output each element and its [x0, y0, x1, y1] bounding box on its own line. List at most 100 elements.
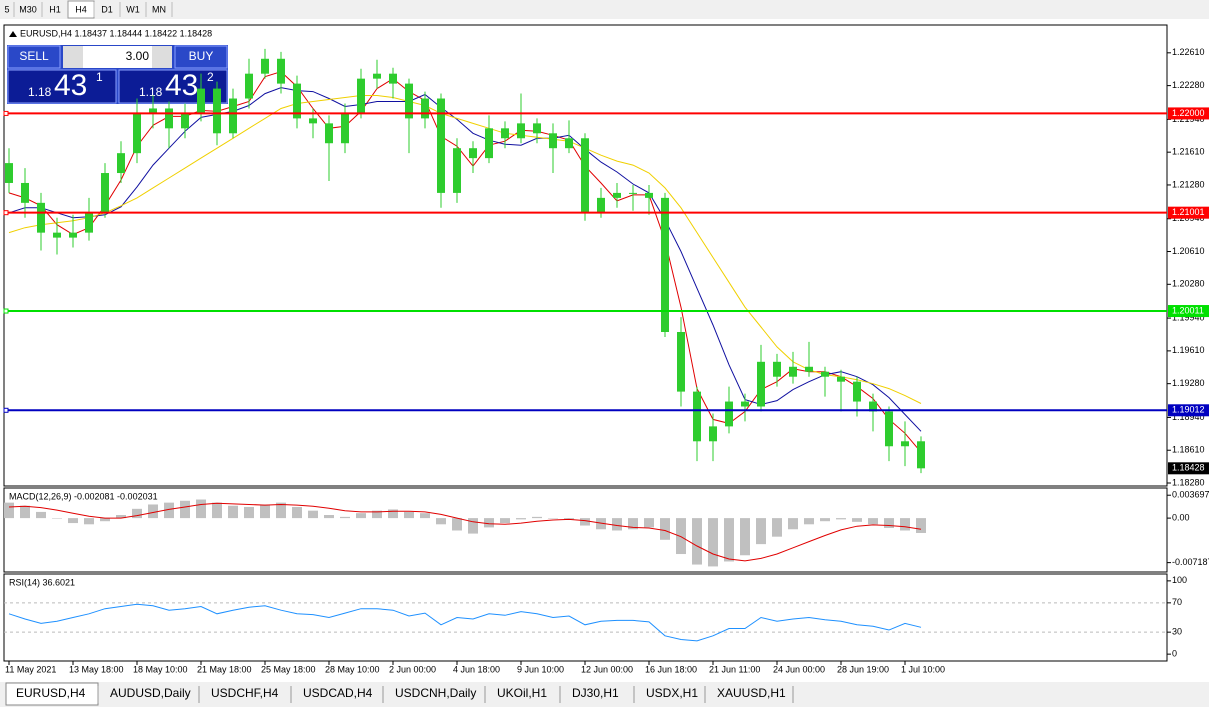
- macd-bar: [132, 508, 142, 519]
- candle-body: [789, 366, 797, 377]
- macd-bar: [500, 518, 510, 524]
- x-tick-label: 1 Jul 10:00: [901, 664, 945, 674]
- candle-body: [661, 197, 669, 332]
- lot-value[interactable]: 3.00: [126, 49, 150, 63]
- macd-bar: [196, 499, 206, 519]
- x-tick-label: 25 May 18:00: [261, 664, 316, 674]
- bid-box[interactable]: [7, 69, 117, 104]
- hline-price-box: [1168, 206, 1209, 219]
- x-tick-label: 11 May 2021: [5, 664, 56, 674]
- x-tick-label: 9 Jun 10:00: [517, 664, 564, 674]
- timeframe-button[interactable]: H1: [49, 4, 61, 14]
- timeframe-button[interactable]: M30: [19, 4, 37, 14]
- symbol-header: EURUSD,H4 1.18437 1.18444 1.18422 1.1842…: [20, 28, 212, 38]
- buy-label[interactable]: BUY: [189, 49, 214, 63]
- candle-body: [69, 232, 77, 238]
- y-tick-label: 1.22610: [1172, 47, 1205, 57]
- macd-bar: [884, 518, 894, 529]
- chart-tab[interactable]: USDCHF,H4: [211, 686, 279, 700]
- candle-body: [565, 138, 573, 149]
- timeframe-button[interactable]: D1: [101, 4, 113, 14]
- bid-point: 1: [96, 70, 103, 84]
- macd-bar: [788, 518, 798, 530]
- candle-body: [325, 123, 333, 144]
- buy-button[interactable]: [174, 45, 228, 69]
- macd-title: MACD(12,26,9) -0.002081 -0.002031: [9, 491, 158, 501]
- tab-bar: [0, 682, 1209, 707]
- candle-body: [277, 58, 285, 84]
- macd-bar: [868, 518, 878, 525]
- macd-bar: [740, 518, 750, 556]
- chart-tab[interactable]: USDX,H1: [646, 686, 698, 700]
- macd-bar: [20, 505, 30, 519]
- macd-bar: [820, 518, 830, 522]
- candle-body: [421, 98, 429, 119]
- macd-pane: [3, 487, 1168, 573]
- candle-body: [597, 197, 605, 213]
- macd-bar: [180, 500, 190, 519]
- macd-bar: [676, 518, 686, 555]
- y-tick-label: 1.19610: [1172, 345, 1205, 355]
- candle-body: [405, 83, 413, 119]
- macd-bar: [596, 518, 606, 530]
- macd-bar: [916, 518, 926, 533]
- y-tick-label: 1.18940: [1172, 412, 1205, 422]
- chart-tab[interactable]: XAUUSD,H1: [717, 686, 786, 700]
- sell-label[interactable]: SELL: [19, 49, 49, 63]
- macd-bar: [260, 504, 270, 519]
- macd-bar: [308, 510, 318, 519]
- chart-tab[interactable]: USDCNH,Daily: [395, 686, 476, 700]
- candle-body: [837, 376, 845, 382]
- macd-bar: [628, 518, 638, 530]
- x-tick-label: 2 Jun 00:00: [389, 664, 436, 674]
- chart-tab[interactable]: AUDUSD,Daily: [110, 686, 191, 700]
- y-tick-label: 1.21610: [1172, 147, 1205, 157]
- x-tick-label: 4 Jun 18:00: [453, 664, 500, 674]
- macd-bar: [580, 518, 590, 526]
- y-tick-label: 0: [1172, 649, 1177, 659]
- timeframe-button[interactable]: 5: [4, 4, 9, 14]
- lot-input[interactable]: [83, 46, 152, 68]
- hline-price-box: [1168, 404, 1209, 417]
- lot-up[interactable]: [152, 46, 172, 68]
- candle-body: [181, 113, 189, 129]
- candle-body: [309, 118, 317, 124]
- macd-bar: [468, 518, 478, 534]
- candle-body: [85, 212, 93, 233]
- candle-body: [613, 192, 621, 198]
- candle-body: [869, 401, 877, 412]
- chart-tab[interactable]: DJ30,H1: [572, 686, 619, 700]
- macd-bar: [836, 518, 846, 520]
- toolbar: [0, 0, 1209, 19]
- hline-anchor: [3, 407, 9, 413]
- candle-body: [501, 128, 509, 139]
- lot-down[interactable]: [63, 46, 83, 68]
- chart-tab[interactable]: USDCAD,H4: [303, 686, 373, 700]
- ask-box[interactable]: [118, 69, 228, 104]
- sell-button[interactable]: [7, 45, 61, 69]
- y-tick-label: 0.003697: [1172, 490, 1209, 500]
- macd-bar: [772, 518, 782, 537]
- candle-body: [197, 88, 205, 114]
- candle-body: [453, 148, 461, 193]
- timeframe-button[interactable]: MN: [152, 4, 166, 14]
- chart-tab[interactable]: UKOil,H1: [497, 686, 547, 700]
- candle-body: [693, 391, 701, 442]
- candle-body: [117, 153, 125, 174]
- moving-average: [8, 71, 922, 453]
- collapse-icon[interactable]: [9, 31, 17, 37]
- macd-bar: [244, 506, 254, 519]
- candle-body: [213, 88, 221, 134]
- timeframe-button[interactable]: H4: [75, 4, 87, 14]
- candle-body: [357, 78, 365, 114]
- x-tick-label: 28 Jun 19:00: [837, 664, 889, 674]
- y-tick-label: 0.00: [1172, 512, 1190, 522]
- candle-body: [549, 133, 557, 149]
- y-tick-label: 1.22280: [1172, 80, 1205, 90]
- macd-bar: [36, 511, 46, 519]
- y-tick-label: 1.19280: [1172, 378, 1205, 388]
- timeframe-button[interactable]: W1: [126, 4, 140, 14]
- chart-tab[interactable]: EURUSD,H4: [16, 686, 86, 700]
- macd-bar: [68, 518, 78, 524]
